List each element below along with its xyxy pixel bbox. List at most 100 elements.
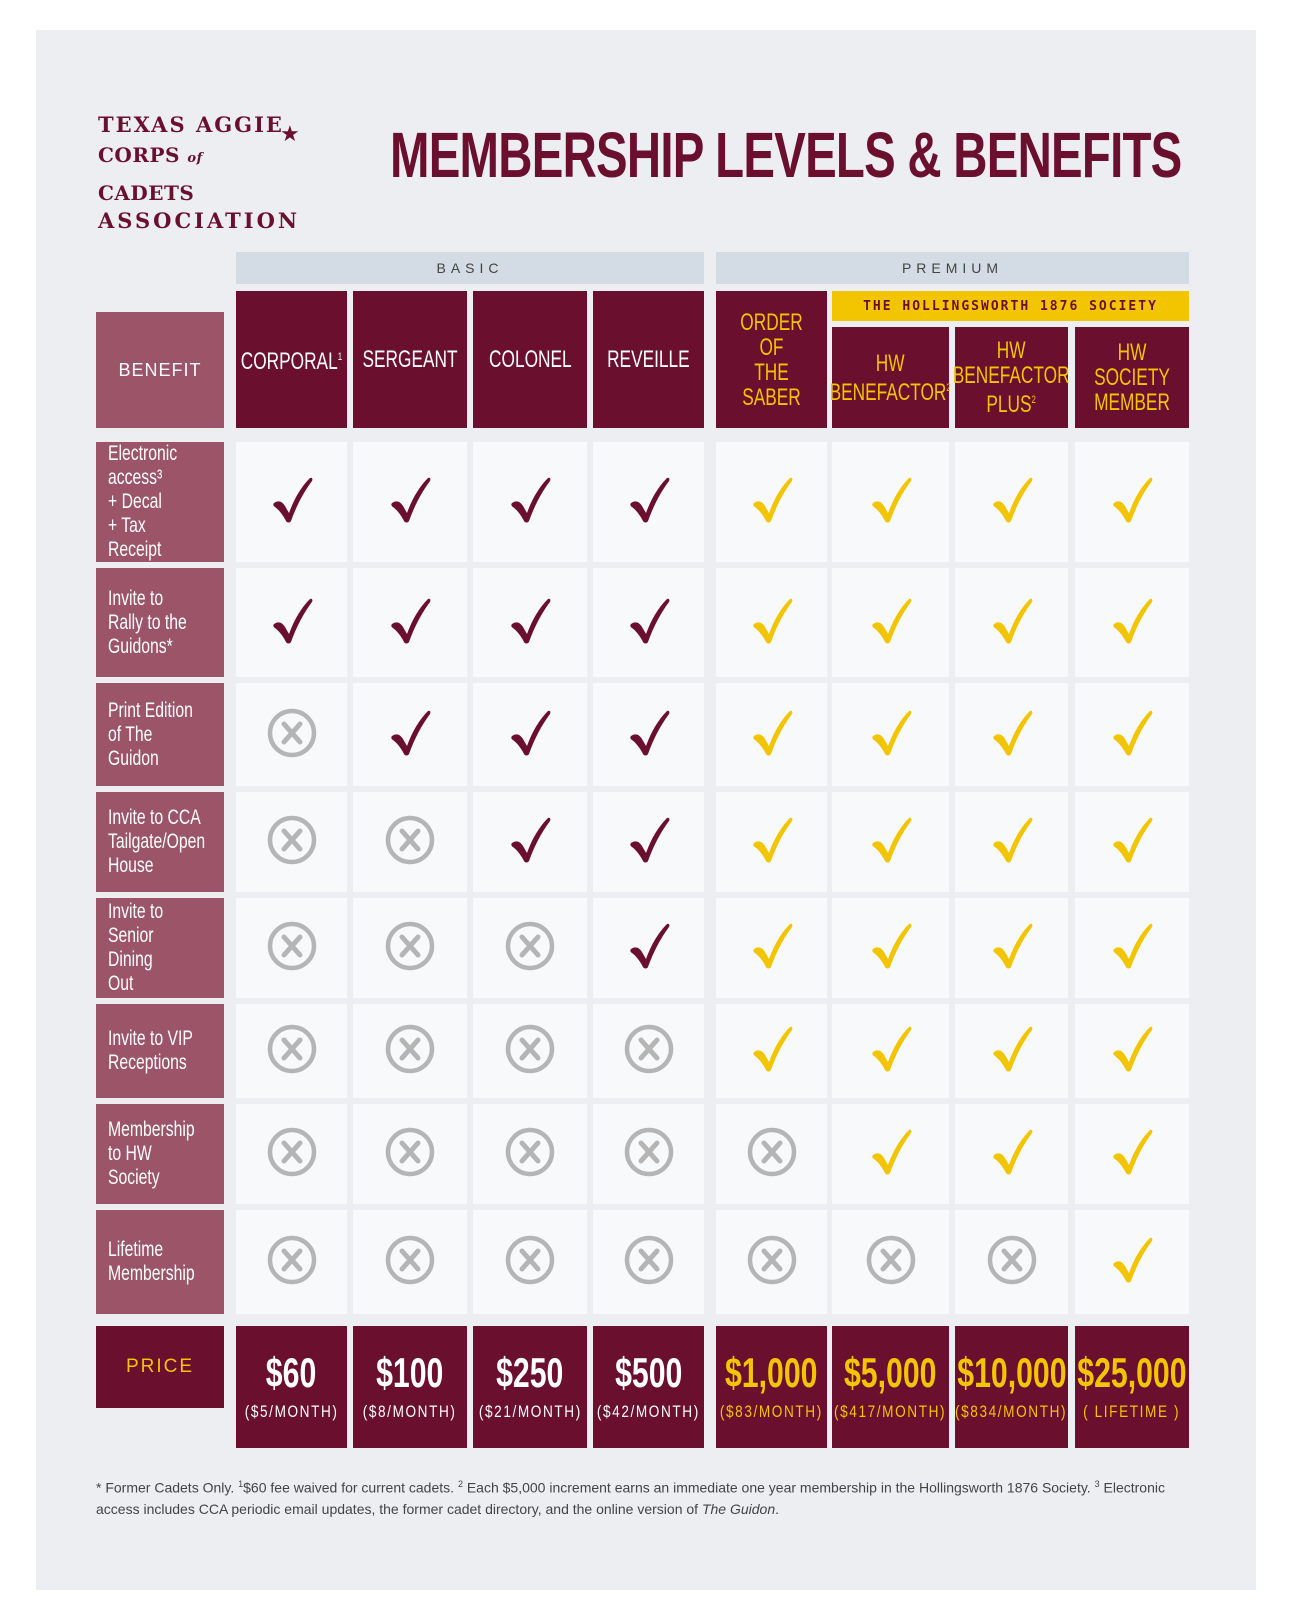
check-icon — [627, 815, 671, 869]
benefit-cell — [473, 898, 587, 998]
check-icon — [627, 596, 671, 650]
check-icon — [990, 1127, 1034, 1181]
price-cell: $250 ($21/MONTH) — [473, 1326, 587, 1448]
benefit-row-label: Invite to Rally to the Guidons* — [96, 568, 224, 677]
group-label-premium: PREMIUM — [901, 260, 1004, 276]
check-icon — [1110, 815, 1154, 869]
benefit-cell — [832, 1004, 949, 1098]
benefit-cell — [955, 568, 1068, 677]
x-circle-icon — [266, 1126, 318, 1182]
x-circle-icon — [384, 1234, 436, 1290]
price-cell: $5,000 ($417/MONTH) — [832, 1326, 949, 1448]
check-icon — [1110, 475, 1154, 529]
benefit-label-text: Print Edition of The Guidon — [108, 698, 193, 770]
price-monthly: ($83/MONTH) — [720, 1402, 824, 1421]
benefit-cell — [593, 1004, 704, 1098]
level-header-2: COLONEL — [473, 291, 587, 428]
benefit-cell — [353, 1104, 467, 1204]
benefit-cell — [955, 898, 1068, 998]
benefit-cell — [236, 683, 347, 786]
check-icon — [990, 708, 1034, 762]
check-icon — [270, 475, 314, 529]
benefit-cell — [473, 1210, 587, 1314]
cca-logo: TEXAS AGGIE ★ CORPS of CADETS ASSOCIATIO… — [98, 112, 300, 232]
price-cell: $500 ($42/MONTH) — [593, 1326, 704, 1448]
benefit-cell — [716, 1210, 827, 1314]
benefit-cell — [716, 1004, 827, 1098]
level-header-4: ORDER OF THE SABER — [716, 291, 827, 428]
level-header-3: REVEILLE — [593, 291, 704, 428]
group-header-basic: BASIC — [236, 252, 704, 284]
benefit-cell — [955, 683, 1068, 786]
x-circle-icon — [266, 814, 318, 870]
benefit-cell — [1075, 568, 1189, 677]
x-circle-icon — [746, 1234, 798, 1290]
price-row-header: PRICE — [96, 1326, 224, 1408]
benefit-cell — [1075, 1004, 1189, 1098]
price-amount: $5,000 — [844, 1349, 937, 1396]
price-amount: $500 — [614, 1349, 683, 1396]
x-circle-icon — [384, 920, 436, 976]
benefit-cell — [593, 442, 704, 562]
benefit-label-text: Invite to Rally to the Guidons* — [108, 586, 187, 658]
check-icon — [1110, 596, 1154, 650]
check-icon — [869, 708, 913, 762]
price-amount: $250 — [496, 1349, 564, 1396]
benefit-row-label: Invite to Senior Dining Out — [96, 898, 224, 998]
benefit-row-label: Invite to VIP Receptions — [96, 1004, 224, 1098]
x-circle-icon — [504, 1126, 556, 1182]
page-title: MEMBERSHIP LEVELS & BENEFITS — [390, 119, 1182, 191]
check-icon — [750, 596, 794, 650]
benefit-cell — [473, 1104, 587, 1204]
price-cell: $60 ($5/MONTH) — [236, 1326, 347, 1448]
benefit-cell — [832, 442, 949, 562]
benefit-row-label: Invite to CCA Tailgate/Open House — [96, 792, 224, 892]
benefit-cell — [716, 898, 827, 998]
footnote: * Former Cadets Only. 1$60 fee waived fo… — [96, 1479, 1165, 1517]
check-icon — [1110, 1127, 1154, 1181]
x-circle-icon — [266, 920, 318, 976]
check-icon — [990, 815, 1034, 869]
level-label: CORPORAL1 — [240, 348, 343, 375]
benefit-cell — [955, 792, 1068, 892]
benefit-cell — [716, 1104, 827, 1204]
check-icon — [1110, 708, 1154, 762]
price-monthly: ($834/MONTH) — [955, 1402, 1068, 1421]
level-label: SERGEANT — [362, 346, 458, 373]
check-icon — [627, 475, 671, 529]
benefit-cell — [1075, 1210, 1189, 1314]
check-icon — [1110, 1235, 1154, 1289]
level-label: HW BENEFACTOR PLUS2 — [953, 337, 1070, 418]
check-icon — [990, 596, 1034, 650]
check-icon — [1110, 921, 1154, 975]
check-icon — [869, 815, 913, 869]
check-icon — [270, 596, 314, 650]
benefit-row-label: Membership to HW Society — [96, 1104, 224, 1204]
check-icon — [508, 475, 552, 529]
level-footnote-mark: 2 — [946, 381, 952, 394]
check-icon — [627, 708, 671, 762]
society-banner: THE HOLLINGSWORTH 1876 SOCIETY — [832, 291, 1189, 321]
check-icon — [869, 1127, 913, 1181]
benefit-cell — [236, 568, 347, 677]
benefit-cell — [832, 1210, 949, 1314]
level-header-6: HW BENEFACTOR PLUS2 — [953, 327, 1070, 428]
check-icon — [508, 708, 552, 762]
logo-line-2: CORPS of CADETS — [98, 143, 203, 205]
check-icon — [750, 708, 794, 762]
benefit-cell — [832, 1104, 949, 1204]
benefit-cell — [236, 792, 347, 892]
benefit-cell — [955, 442, 1068, 562]
price-amount: $60 — [266, 1349, 317, 1396]
x-circle-icon — [746, 1126, 798, 1182]
society-label: THE HOLLINGSWORTH 1876 SOCIETY — [863, 298, 1158, 314]
check-icon — [750, 815, 794, 869]
price-amount: $100 — [376, 1349, 444, 1396]
price-cell: $100 ($8/MONTH) — [353, 1326, 467, 1448]
price-amount: $25,000 — [1077, 1349, 1187, 1396]
benefit-cell — [473, 1004, 587, 1098]
x-circle-icon — [384, 1126, 436, 1182]
benefit-cell — [236, 442, 347, 562]
x-circle-icon — [266, 1234, 318, 1290]
benefit-cell — [593, 792, 704, 892]
